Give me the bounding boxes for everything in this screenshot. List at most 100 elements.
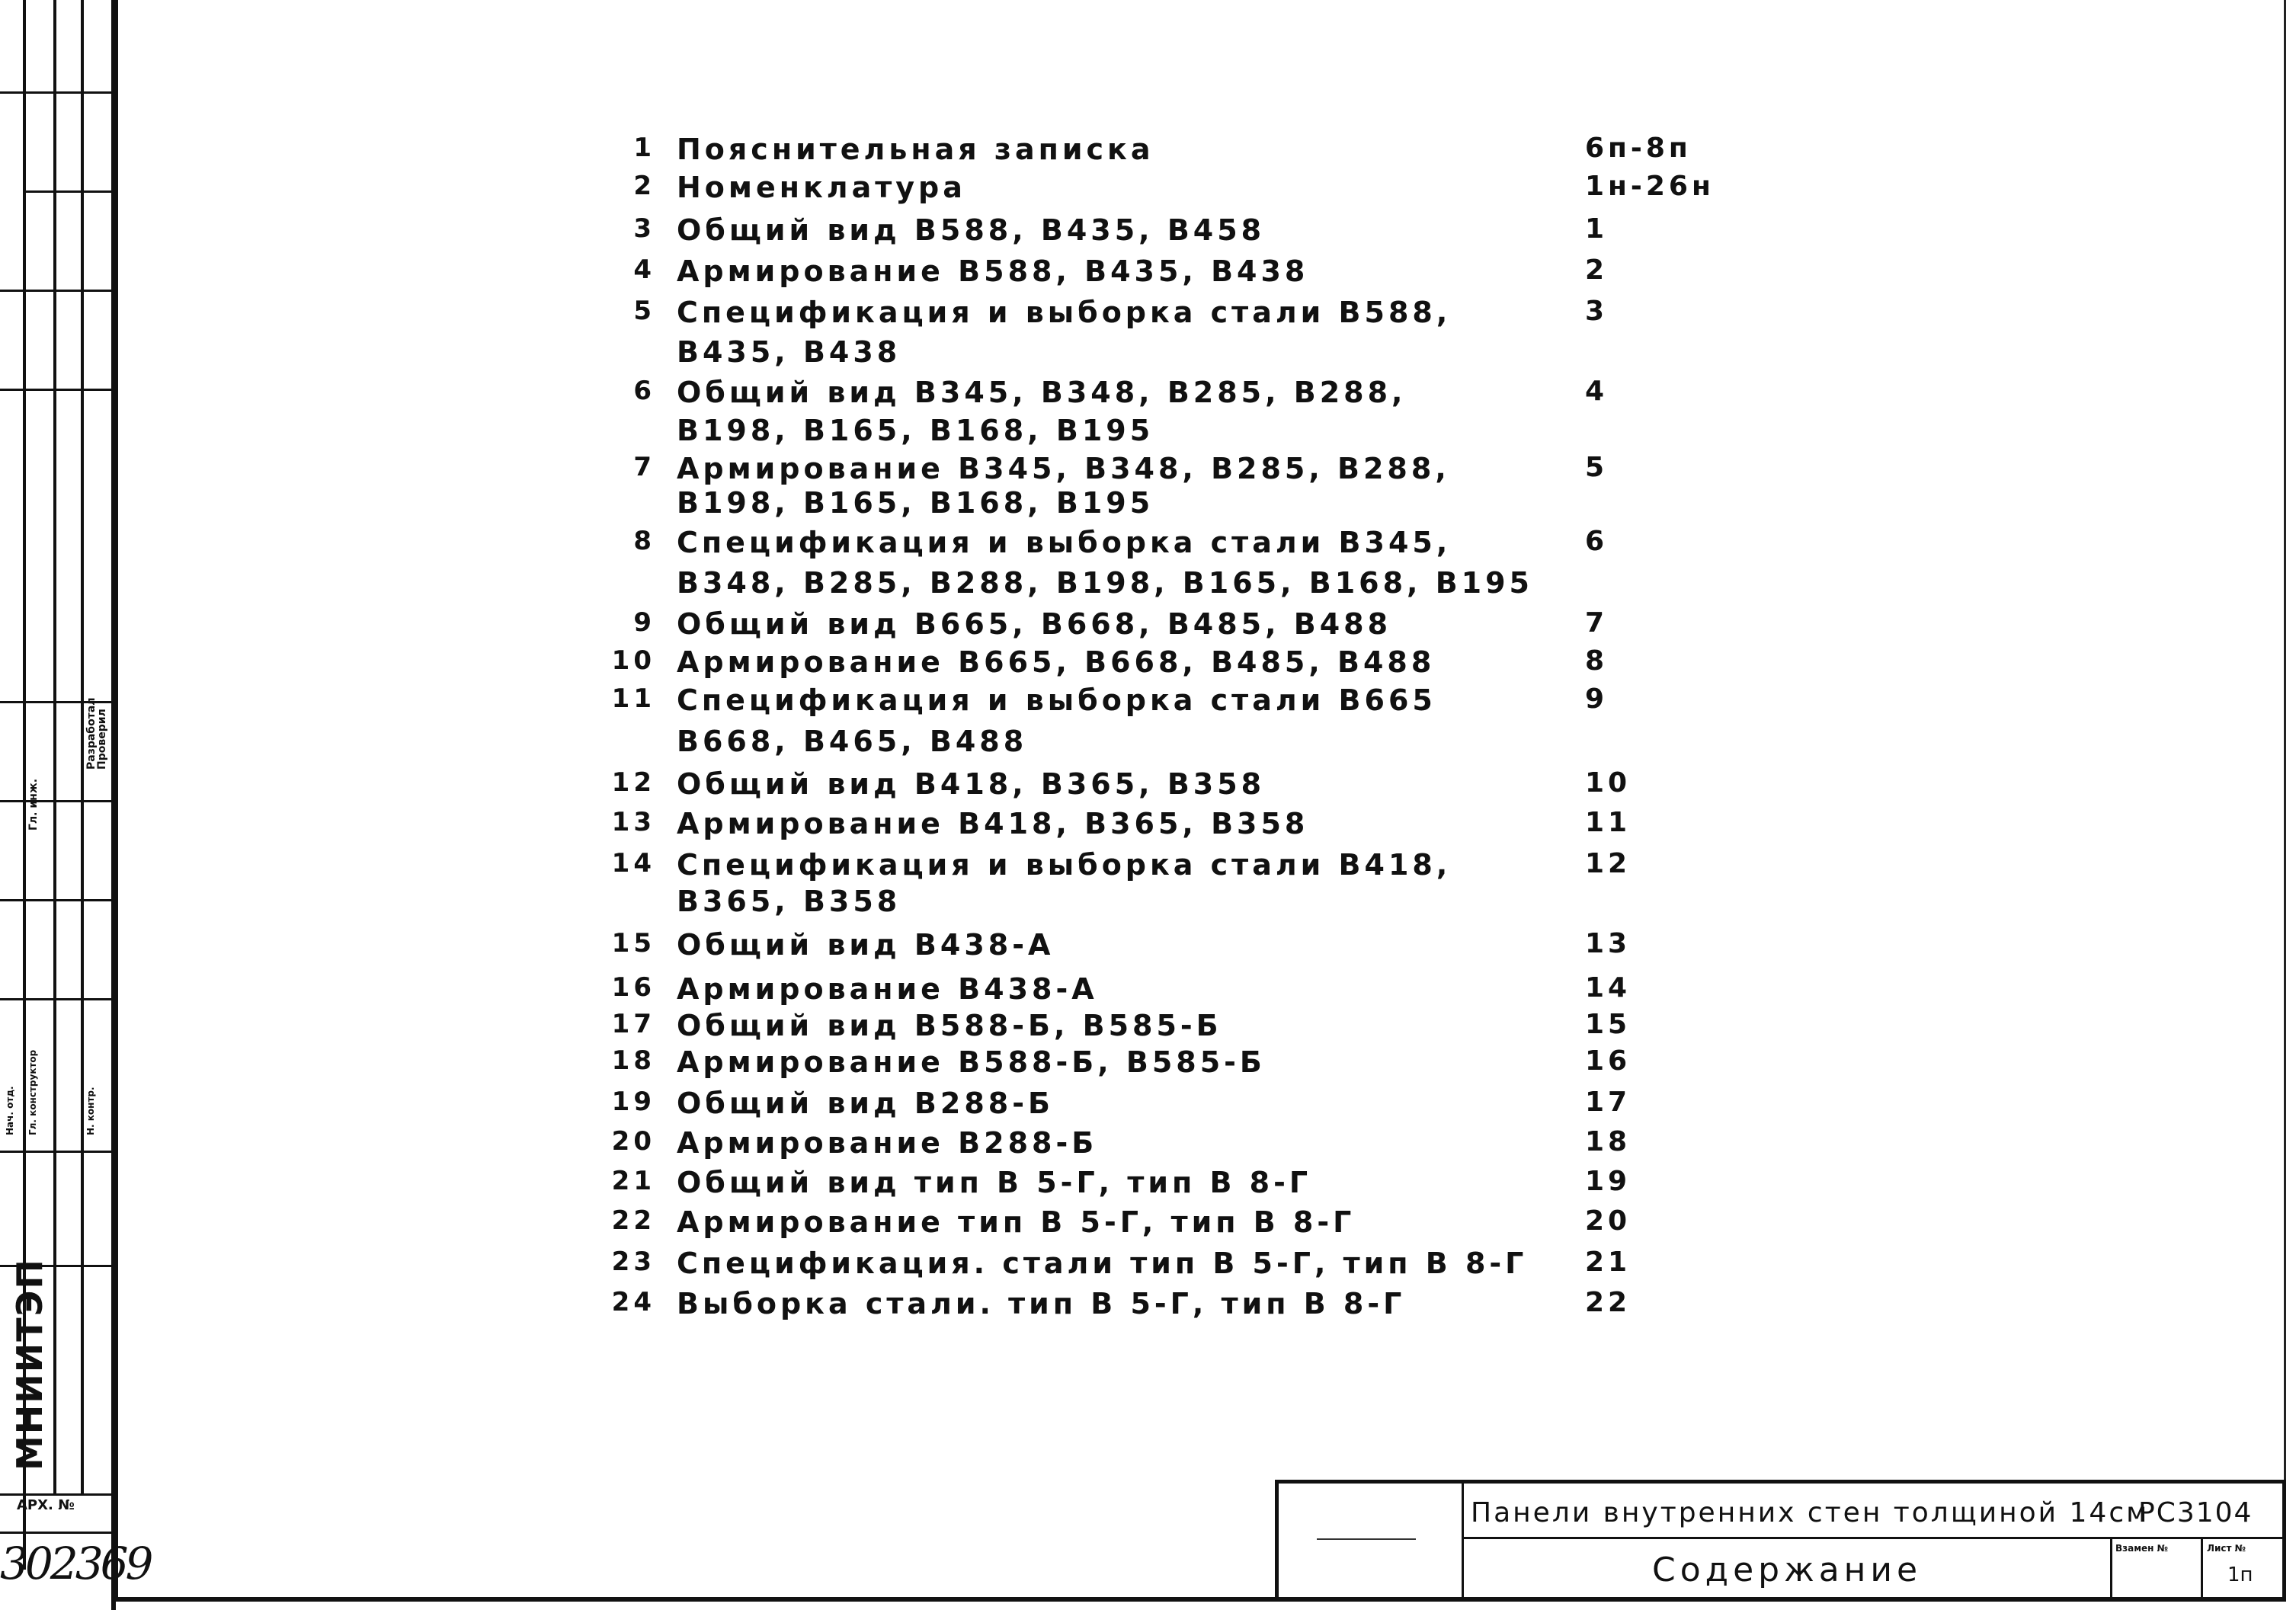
item-title: В365, В358: [677, 885, 901, 918]
stamp-line: [0, 91, 114, 94]
item-number: 11: [611, 683, 655, 714]
item-title: Выборка стали. тип В 5-Г, тип В 8-Г: [677, 1287, 1406, 1320]
title-block-divider: [2201, 1537, 2203, 1602]
replaced-label: Взамен №: [2115, 1543, 2169, 1554]
item-title: Общий вид В588-Б, В585-Б: [677, 1009, 1222, 1042]
item-title: Спецификация. стали тип В 5-Г, тип В 8-Г: [677, 1247, 1528, 1280]
title-block-divider: [1462, 1537, 2286, 1539]
item-title: В668, В465, В488: [677, 725, 1028, 758]
item-page: 2: [1585, 254, 1609, 286]
item-number: 16: [611, 972, 655, 1003]
item-number: 23: [611, 1247, 655, 1277]
item-page: 16: [1585, 1045, 1632, 1077]
item-page: 17: [1585, 1087, 1632, 1118]
stamp-line: [0, 899, 114, 901]
item-page: 6п-8п: [1585, 133, 1692, 164]
item-title: Армирование В345, В348, В285, В288,: [677, 452, 1450, 485]
stamp-line: [0, 290, 114, 292]
item-title: Общий вид тип В 5-Г, тип В 8-Г: [677, 1166, 1312, 1199]
item-page: 14: [1585, 972, 1632, 1003]
item-number: 6: [633, 376, 655, 406]
item-title: Спецификация и выборка стали В345,: [677, 526, 1452, 559]
item-page: 21: [1585, 1247, 1632, 1278]
item-title: Армирование В588-Б, В585-Б: [677, 1045, 1266, 1079]
item-page: 9: [1585, 683, 1609, 715]
item-number: 1: [633, 133, 655, 163]
item-page: 18: [1585, 1126, 1632, 1157]
item-page: 15: [1585, 1009, 1632, 1040]
item-title: Номенклатура: [677, 171, 966, 204]
item-title: В198, В165, В168, В195: [677, 414, 1154, 447]
item-number: 18: [611, 1045, 655, 1076]
item-title: Общий вид В418, В365, В358: [677, 767, 1266, 801]
stamp-line: [0, 1532, 114, 1534]
item-page: 1н-26н: [1585, 171, 1715, 202]
stamp-line: [0, 1265, 114, 1267]
item-number: 4: [633, 254, 655, 285]
item-page: 4: [1585, 376, 1609, 407]
item-title: Армирование В588, В435, В438: [677, 254, 1309, 288]
item-page: 6: [1585, 526, 1609, 557]
sheet-number-label: Лист №: [2207, 1543, 2246, 1554]
item-title: Армирование тип В 5-Г, тип В 8-Г: [677, 1205, 1356, 1239]
item-number: 13: [611, 807, 655, 837]
item-number: 21: [611, 1166, 655, 1196]
item-page: 10: [1585, 767, 1632, 799]
item-title: Армирование В288-Б: [677, 1126, 1098, 1160]
item-number: 12: [611, 767, 655, 798]
item-number: 8: [633, 526, 655, 556]
organization-name: МНИИТЭП: [9, 1258, 50, 1471]
archive-number: 302369: [0, 1538, 153, 1589]
item-title: В435, В438: [677, 335, 901, 369]
item-title: Армирование В438-А: [677, 972, 1098, 1006]
item-title: Спецификация и выборка стали В588,: [677, 296, 1452, 329]
item-page: 7: [1585, 607, 1609, 639]
item-title: Общий вид В288-Б: [677, 1087, 1054, 1120]
item-title: Армирование В418, В365, В358: [677, 807, 1309, 840]
item-number: 20: [611, 1126, 655, 1157]
item-number: 10: [611, 645, 655, 676]
title-block-divider: [2110, 1537, 2112, 1602]
stamp-line: [0, 998, 114, 1000]
item-page: 5: [1585, 452, 1609, 483]
document-code: РС3104: [2138, 1497, 2253, 1528]
stamp-line: [23, 190, 114, 193]
item-page: 3: [1585, 296, 1609, 327]
sheet-number: 1п: [2227, 1564, 2253, 1586]
archive-label: АРХ. №: [17, 1497, 75, 1513]
item-title: Армирование В665, В668, В485, В488: [677, 645, 1436, 679]
stamp-line: [111, 0, 116, 1610]
item-number: 15: [611, 928, 655, 959]
stamp-role: Нач. отд.: [5, 1086, 15, 1135]
stamp-role: Проверил: [96, 709, 108, 770]
item-title: Общий вид В438-А: [677, 928, 1055, 962]
title-block-divider: [1462, 1484, 1464, 1602]
item-title: Спецификация и выборка стали В418,: [677, 848, 1452, 882]
item-page: 19: [1585, 1166, 1632, 1197]
item-title: Пояснительная записка: [677, 133, 1154, 166]
drawing-frame: [114, 0, 2286, 1602]
stamp-line: [0, 389, 114, 391]
stamp-line: [0, 701, 114, 703]
stamp-role: Гл. конструктор: [27, 1049, 38, 1135]
item-title: Общий вид В665, В668, В485, В488: [677, 607, 1392, 641]
item-number: 9: [633, 607, 655, 638]
item-page: 1: [1585, 213, 1609, 245]
item-number: 17: [611, 1009, 655, 1039]
item-title: Спецификация и выборка стали В665: [677, 683, 1436, 717]
stamp-line: [81, 0, 84, 1493]
sheet-name: Содержание: [1652, 1551, 1923, 1589]
item-page: 12: [1585, 848, 1632, 879]
item-title: Общий вид В588, В435, В458: [677, 213, 1266, 247]
title-block-divider: [1317, 1538, 1416, 1540]
item-page: 8: [1585, 645, 1609, 677]
stamp-line: [0, 800, 114, 802]
item-title: Общий вид В345, В348, В285, В288,: [677, 376, 1407, 409]
item-page: 11: [1585, 807, 1632, 838]
item-number: 2: [633, 171, 655, 201]
stamp-line: [53, 0, 56, 1493]
title-block: Панели внутренних стен толщиной 14см РС3…: [1275, 1480, 2286, 1602]
item-number: 19: [611, 1087, 655, 1117]
item-page: 13: [1585, 928, 1632, 959]
item-page: 20: [1585, 1205, 1632, 1237]
